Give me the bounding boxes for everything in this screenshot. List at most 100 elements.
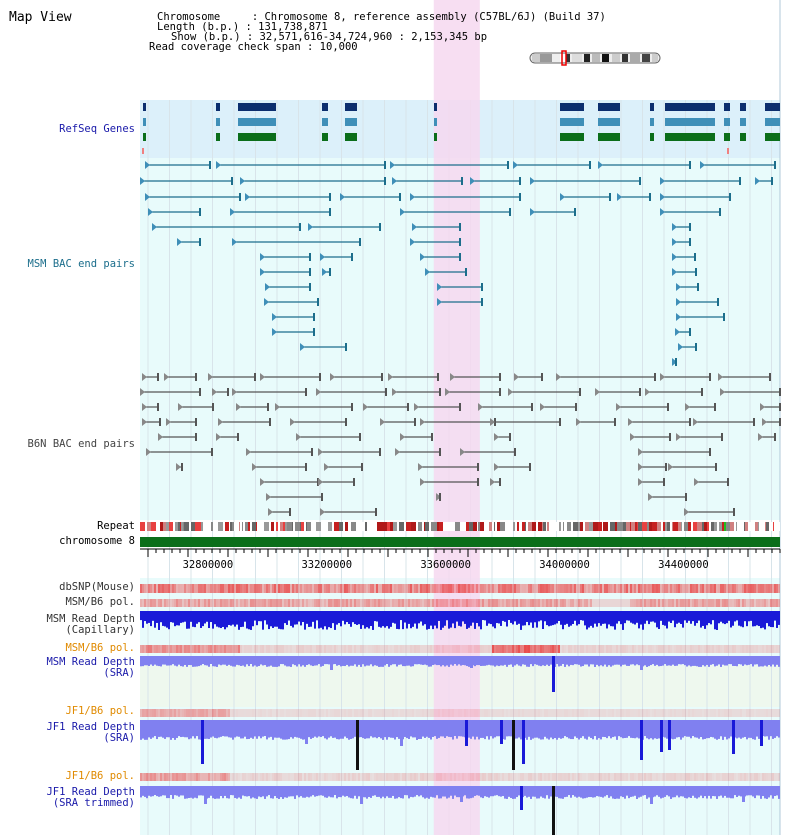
jf1-depth-trimmed-bar [672,786,674,798]
msm-b6-pol-cell [164,645,166,653]
jf1-b6-pol-cell [180,709,182,717]
msm-bac-end [459,223,461,231]
dbsnp-cell [182,584,184,593]
repeat-element [598,522,602,531]
msm-depth-capillary-bar [498,611,500,624]
dbsnp-cell [628,584,630,593]
jf1-b6-pol-cell [772,709,774,717]
msm-b6-pol-cell [430,645,432,653]
jf1-depth-trimmed-bar [160,786,162,797]
refseq-gene [598,103,620,111]
track-label-jf1-b6-pol-1[interactable]: JF1/B6 pol. [65,705,135,717]
msm-b6-pol-cell [344,645,346,653]
jf1-b6-pol-cell [278,709,280,717]
msm-depth-sra-bar [328,656,330,665]
msm-depth-capillary-bar [168,611,170,630]
jf1-b6-pol-cell [454,709,456,717]
jf1-depth-sra-bar [594,720,596,737]
track-label-jf1-depth-sra[interactable]: JF1 Read Depth (SRA) [46,721,135,744]
msm-b6-pol-cell [144,599,146,607]
msm-depth-sra-bar [500,656,502,666]
track-label-msm-depth-sra[interactable]: MSM Read Depth (SRA) [46,656,135,679]
track-label-msm-b6-pol-2[interactable]: MSM/B6 pol. [65,642,135,654]
track-label-msm-bac[interactable]: MSM BAC end pairs [27,258,135,270]
jf1-depth-trimmed-bar [188,786,190,799]
jf1-depth-sra-bar [554,720,556,739]
jf1-depth-trimmed-bar [306,786,308,797]
msm-b6-pol-cell [672,599,674,607]
msm-depth-capillary-bar [730,611,732,628]
msm-b6-pol-cell [176,599,178,607]
msm-b6-pol-cell [636,599,638,607]
jf1-depth-trimmed-bar [506,786,508,799]
jf1-depth-trimmed-bar [596,786,598,797]
dbsnp-cell [500,584,502,593]
msm-depth-capillary-bar [308,611,310,627]
jf1-depth-sra-bar [570,720,572,740]
track-label-msm-b6-pol-1[interactable]: MSM/B6 pol. [65,596,135,608]
jf1-b6-pol-cell [712,773,714,781]
msm-depth-sra-bar [570,656,572,665]
jf1-depth-trimmed-bar [566,786,568,797]
jf1-b6-pol-cell [548,709,550,717]
jf1-depth-sra-bar-spike [760,720,763,746]
msm-b6-pol-cell [212,645,214,653]
msm-bac-end [420,253,425,261]
msm-b6-pol-cell [722,599,724,607]
msm-b6-pol-cell [284,645,286,653]
msm-b6-pol-cell [490,599,492,607]
track-label-refseq[interactable]: RefSeq Genes [59,123,135,135]
msm-depth-capillary-bar [322,611,324,630]
msm-depth-sra-bar [468,656,470,667]
jf1-depth-trimmed-bar [314,786,316,797]
dbsnp-cell [570,584,572,593]
track-label-repeat[interactable]: Repeat [97,520,135,532]
jf1-depth-sra-bar [210,720,212,738]
b6n-bac-end [576,418,581,426]
jf1-depth-trimmed-bar [420,786,422,796]
track-label-b6n-bac[interactable]: B6N BAC end pairs [27,438,135,450]
msm-b6-pol-cell [462,645,464,653]
msm-bac-end [145,193,150,201]
repeat-element [271,522,274,531]
jf1-depth-trimmed-bar [560,786,562,799]
msm-depth-sra-bar [738,656,740,665]
repeat-element [180,522,181,531]
msm-depth-capillary-bar [522,611,524,626]
track-label-dbsnp[interactable]: dbSNP(Mouse) [59,581,135,593]
repeat-element [218,522,223,531]
jf1-b6-pol-cell [284,709,286,717]
b6n-bac-end [436,493,441,501]
jf1-depth-trimmed-bar [510,786,512,798]
jf1-b6-pol-cell [420,773,422,781]
msm-bac-end [412,223,417,231]
jf1-b6-pol-cell [202,773,204,781]
msm-b6-pol-cell [488,645,490,653]
dbsnp-cell [298,584,300,593]
msm-b6-pol-cell [542,599,544,607]
track-label-chromosome[interactable]: chromosome 8 [59,535,135,547]
msm-depth-capillary-bar [660,611,662,621]
msm-depth-sra-bar [256,656,258,667]
msm-bac-end [509,208,511,216]
track-label-jf1-depth-trimmed[interactable]: JF1 Read Depth (SRA trimmed) [46,786,135,809]
msm-depth-capillary-bar [702,611,704,626]
track-label-jf1-b6-pol-2[interactable]: JF1/B6 pol. [65,770,135,782]
jf1-b6-pol-cell [414,709,416,717]
jf1-b6-pol-cell [644,709,646,717]
jf1-depth-trimmed-bar [202,786,204,796]
jf1-b6-pol-cell [414,773,416,781]
msm-b6-pol-cell [500,645,502,653]
track-label-msm-depth-capillary[interactable]: MSM Read Depth (Capillary) [46,613,135,636]
msm-b6-pol-cell [304,645,306,653]
msm-b6-pol-cell [184,645,186,653]
jf1-b6-pol-cell [390,773,392,781]
jf1-depth-trimmed-bar [414,786,416,797]
msm-bac-end [519,193,521,201]
msm-depth-capillary-bar [184,611,186,622]
msm-b6-pol-cell [406,599,408,607]
dbsnp-cell [448,584,450,593]
msm-depth-capillary-bar [204,611,206,624]
jf1-b6-pol-cell [598,773,600,781]
